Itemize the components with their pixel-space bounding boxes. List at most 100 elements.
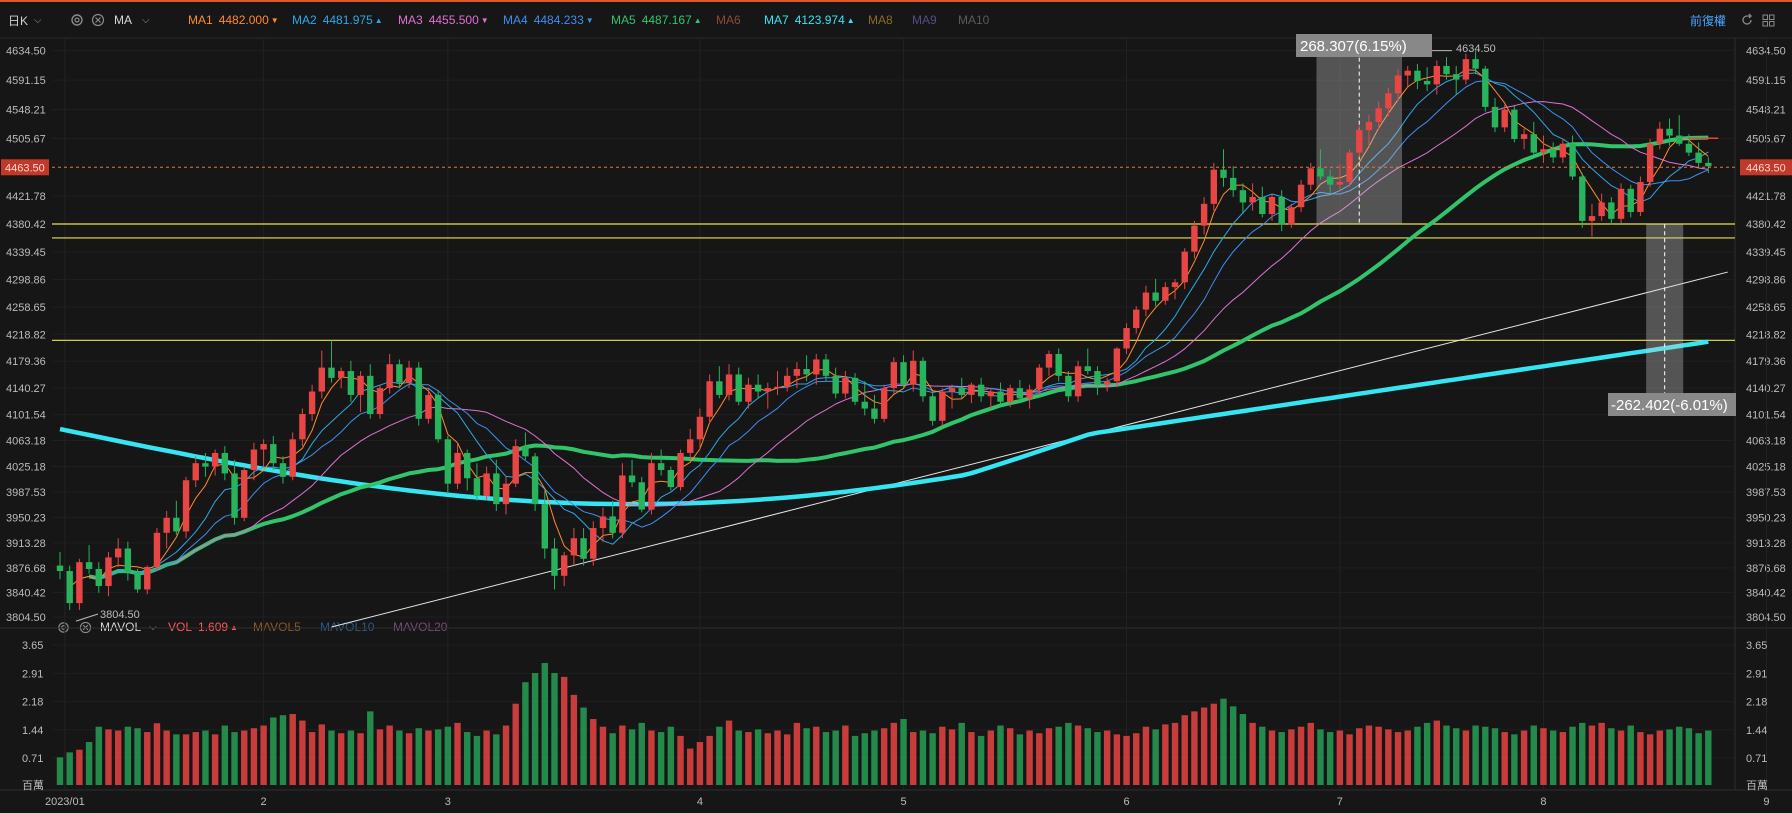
legend-ma6[interactable]: MA6: [716, 2, 747, 38]
candle-body: [648, 463, 655, 510]
candle-body: [1326, 176, 1334, 185]
volume-bar: [493, 734, 500, 785]
gear-icon[interactable]: [70, 2, 84, 38]
candle-body: [1259, 196, 1266, 215]
legend-mavol20[interactable]: MAVOL20: [393, 614, 453, 640]
volume-bar: [279, 715, 287, 785]
legend-mavol10[interactable]: MAVOL10: [320, 614, 380, 640]
price-tick-left: 4505.67: [6, 134, 46, 146]
candle-body: [939, 391, 946, 421]
candle-body: [1501, 109, 1508, 128]
candle-body: [483, 473, 490, 496]
price-tick-right: 4179.36: [1746, 356, 1786, 368]
volume-bar: [1055, 726, 1062, 785]
legend-ma5[interactable]: MA5 4487.167 ▲: [611, 2, 702, 38]
volume-bar: [861, 733, 868, 785]
candle-body: [415, 367, 422, 419]
candle-body: [1530, 134, 1537, 153]
candle-body: [85, 562, 93, 569]
candle-body: [260, 444, 267, 450]
vol-tick-left: 2.18: [22, 696, 43, 708]
candle-body: [1588, 216, 1596, 221]
legend-ma7[interactable]: MA7 4123.974 ▲: [764, 2, 855, 38]
candle-body: [1084, 366, 1091, 372]
legend-ma4[interactable]: MA4 4484.233 ▼: [503, 2, 594, 38]
candle-body: [1307, 168, 1314, 185]
legend-value: 4123.974: [794, 13, 845, 27]
volume-bar: [1588, 725, 1596, 785]
volume-bar: [783, 734, 791, 785]
candle-body: [851, 377, 859, 402]
volume-bar: [76, 749, 83, 785]
candle-body: [367, 375, 374, 415]
vol-indicator-label: MAVOL: [100, 620, 142, 634]
price-tick-left: 3913.28: [6, 538, 46, 550]
close-icon[interactable]: [91, 2, 105, 38]
volume-bar: [1036, 733, 1043, 785]
volume-bar: [1676, 726, 1683, 785]
candle-body: [687, 439, 694, 453]
time-tick-label: 2: [261, 796, 267, 808]
candle-body: [308, 391, 316, 415]
candle-body: [609, 516, 616, 533]
candle-body: [871, 408, 878, 419]
legend-ma9[interactable]: MA9: [912, 2, 943, 38]
range-up-label: 268.307(6.15%): [1300, 38, 1407, 55]
price-tick-right: 3913.28: [1746, 538, 1786, 550]
legend-mavol5[interactable]: MAVOL5: [253, 614, 307, 640]
legend-ma3[interactable]: MA3 4455.500 ▼: [398, 2, 489, 38]
volume-bar: [1685, 728, 1693, 785]
legend-name: MA6: [716, 13, 741, 27]
high-price-label: 4634.50: [1456, 43, 1496, 55]
volume-bar: [900, 719, 907, 785]
volume-bar: [1646, 734, 1654, 785]
volume-bar: [1375, 726, 1382, 785]
volume-bar: [1045, 728, 1053, 785]
legend-ma8[interactable]: MA8: [868, 2, 899, 38]
candle-body: [464, 452, 471, 479]
price-tick-right: 4298.86: [1746, 275, 1786, 287]
current-price-tag-right: [1740, 159, 1792, 176]
volume-bar: [939, 726, 946, 785]
indicator-selector[interactable]: MA ⌵: [114, 2, 150, 38]
price-tick-left: 4298.86: [6, 275, 46, 287]
volume-bar: [376, 729, 384, 785]
volume-bar: [725, 720, 733, 785]
adjust-selector[interactable]: 前復權: [1690, 2, 1726, 38]
price-tick-left: 4179.36: [6, 356, 46, 368]
candle-body: [910, 360, 917, 385]
candle-body: [531, 456, 539, 505]
candle-body: [76, 562, 83, 604]
price-tick-right: 4591.15: [1746, 75, 1786, 87]
candle-body: [444, 439, 452, 484]
candle-body: [1656, 128, 1664, 144]
vol-indicator-selector[interactable]: MAVOL ⌵: [100, 614, 157, 640]
current-price-label-right: 4463.50: [1746, 162, 1786, 174]
volume-bar: [1249, 722, 1256, 785]
price-tick-right: 4634.50: [1746, 46, 1786, 58]
chevron-down-icon: ⌵: [34, 14, 42, 26]
gear-icon[interactable]: [57, 614, 70, 640]
legend-ma2[interactable]: MA2 4481.975 ▲: [292, 2, 383, 38]
candle-body: [919, 360, 927, 397]
candle-body: [1026, 389, 1033, 399]
volume-bar: [85, 742, 93, 785]
grid-layout-icon[interactable]: [1762, 2, 1775, 38]
legend-ma1[interactable]: MA1 4482.000 ▼: [188, 2, 279, 38]
period-selector[interactable]: 日K ⌵: [8, 2, 42, 38]
legend-vol[interactable]: VOL 1.609 ▲: [168, 614, 238, 640]
candle-body: [1036, 367, 1043, 390]
legend-ma10[interactable]: MA10: [958, 2, 995, 38]
volume-bar: [56, 757, 64, 785]
volume-bar: [1181, 715, 1188, 785]
candle-body: [231, 473, 238, 518]
volume-bar: [522, 682, 529, 785]
close-icon[interactable]: [79, 614, 92, 640]
candle-body: [1676, 135, 1683, 144]
reset-icon[interactable]: [1740, 2, 1754, 38]
volume-bar: [1094, 732, 1101, 785]
candle-body: [793, 368, 801, 376]
time-tick-label: 2023/01: [45, 796, 85, 808]
volume-bar: [1268, 730, 1276, 785]
